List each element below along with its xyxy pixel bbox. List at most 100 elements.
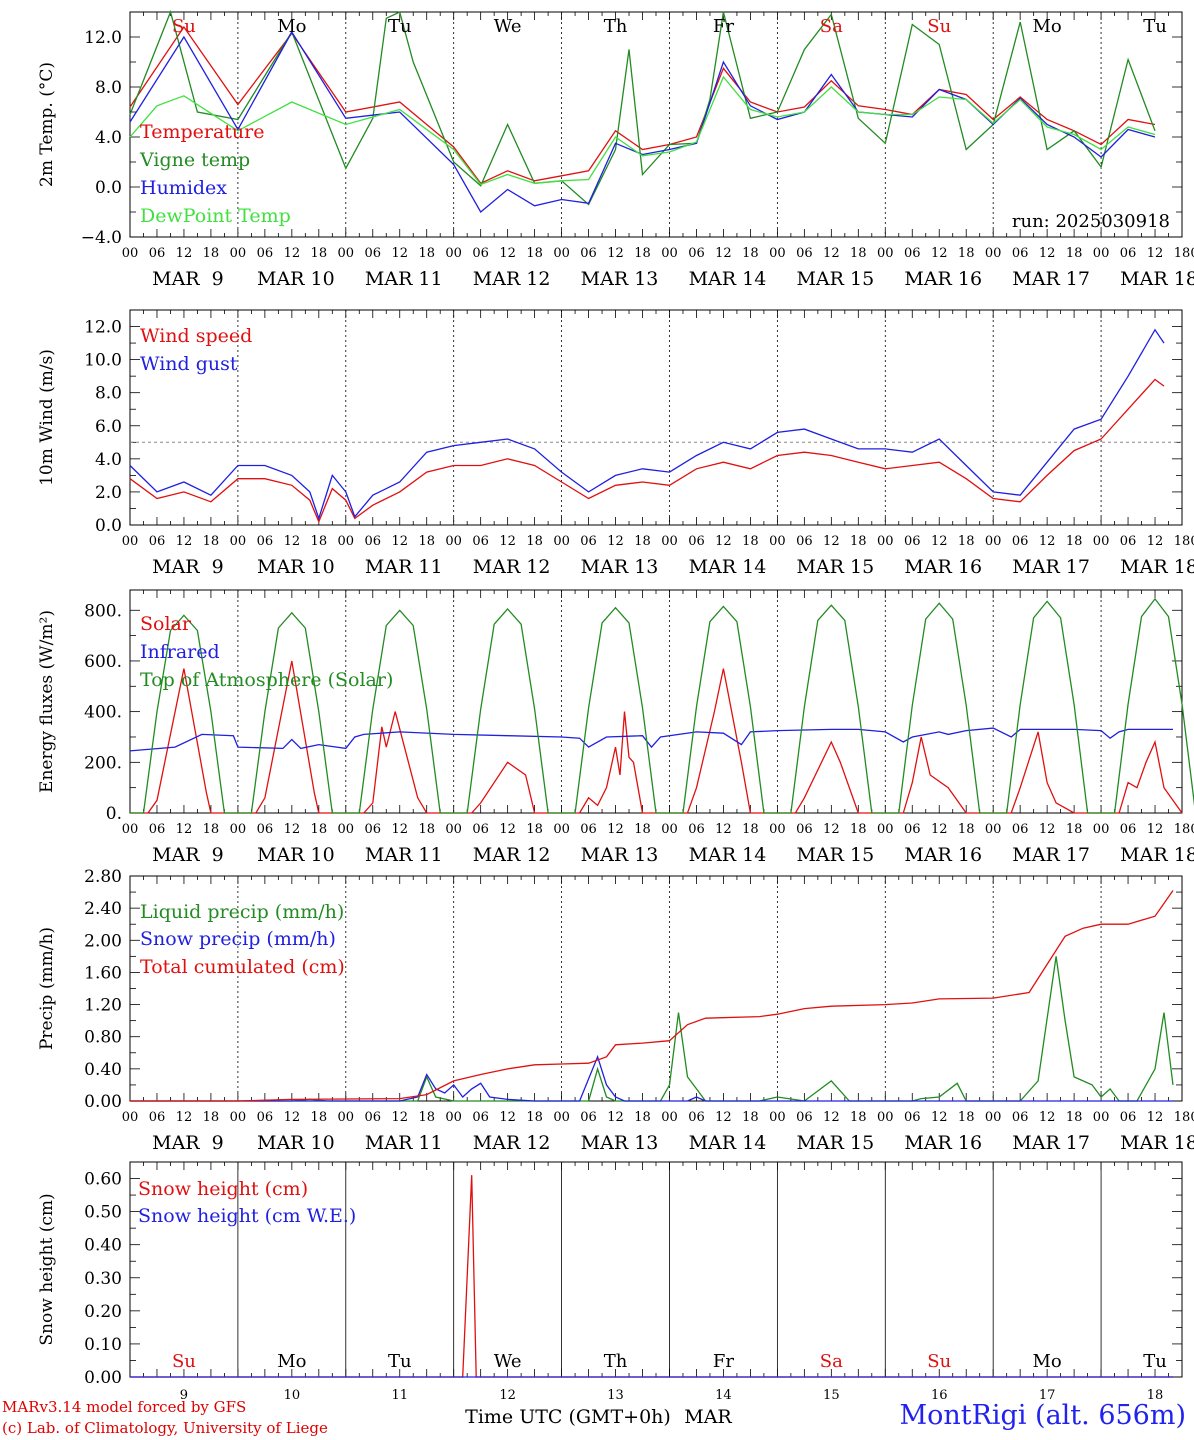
hour-label: 12 [931,534,948,549]
date-label: MAR 18 [1120,556,1194,578]
series-line [129,25,1156,185]
date-label: MAR 13 [581,844,659,866]
hour-label: 00 [1190,534,1194,549]
date-label: MAR 10 [257,268,335,290]
hour-label: 18 [1066,534,1083,549]
day-label: Su [172,1351,196,1372]
day-number-label: 13 [607,1388,624,1403]
day-number-label: 17 [1039,1388,1056,1403]
legend-entry: Temperature [140,121,264,143]
hour-label: 12 [391,246,408,261]
hour-label: 06 [472,534,489,549]
hour-label: 00 [230,1110,247,1125]
hour-label: 00 [445,246,462,261]
series-line [129,328,1165,521]
hour-label: 06 [257,246,274,261]
hour-label: 18 [311,822,328,837]
date-label: MAR 11 [365,268,443,290]
hour-label: 18 [418,1110,435,1125]
date-label: MAR 12 [473,1132,551,1154]
day-label: Mo [1032,16,1061,37]
hour-label: 12 [823,1110,840,1125]
hour-label: 18 [958,534,975,549]
hour-label: 18 [203,246,220,261]
hour-label: 00 [553,822,570,837]
y-tick-label: 0.00 [84,1368,122,1388]
y-axis-label: 2m Temp. (°C) [37,62,57,187]
hour-label: 18 [526,1110,543,1125]
series-line [129,30,1156,213]
hour-label: 00 [1093,246,1110,261]
day-label: Su [927,16,951,37]
hour-label: 12 [823,534,840,549]
hour-label: 12 [607,822,624,837]
hour-label: 00 [877,822,894,837]
hour-label: 00 [338,246,355,261]
hour-label: 18 [1066,246,1083,261]
hour-label: 18 [742,534,759,549]
hour-label: 18 [526,822,543,837]
hour-label: 06 [364,822,381,837]
hour-label: 06 [796,822,813,837]
day-label: Tu [1143,16,1167,37]
hour-label: 18 [1066,1110,1083,1125]
date-label: MAR 11 [365,556,443,578]
hour-label: 12 [499,246,516,261]
date-label: MAR 10 [257,556,335,578]
y-tick-label: 0.40 [84,1236,122,1256]
hour-label: 06 [364,1110,381,1125]
hour-label: 00 [661,1110,678,1125]
legend-entry: Wind speed [140,325,252,347]
y-tick-label: 200. [84,753,122,773]
day-label: Su [172,16,196,37]
hour-label: 12 [823,822,840,837]
hour-label: 18 [958,246,975,261]
hour-label: 06 [904,246,921,261]
day-number-label: 16 [931,1388,948,1403]
day-number-label: 10 [284,1388,301,1403]
hour-label: 06 [1012,246,1029,261]
date-label: MAR 18 [1120,844,1194,866]
hour-label: 00 [122,822,139,837]
run-label: run: 2025030918 [1012,211,1170,232]
hour-label: 06 [1120,1110,1137,1125]
hour-label: 00 [445,1110,462,1125]
hour-label: 12 [1147,534,1164,549]
date-label: MAR 14 [689,268,767,290]
y-tick-label: 800. [84,601,122,621]
y-tick-label: 0.20 [84,1302,122,1322]
date-label: MAR 9 [152,844,224,866]
hour-label: 12 [391,534,408,549]
y-tick-label: 0.80 [84,1028,122,1048]
hour-label: 18 [1174,534,1191,549]
hour-label: 06 [580,534,597,549]
hour-label: 00 [445,534,462,549]
y-tick-label: 6.0 [95,417,122,437]
date-label: MAR 16 [904,1132,982,1154]
hour-label: 06 [1120,246,1137,261]
hour-label: 12 [1039,822,1056,837]
y-tick-label: 2.0 [95,483,122,503]
date-label: MAR 12 [473,268,551,290]
day-label: Su [927,1351,951,1372]
hour-label: 18 [418,822,435,837]
hour-label: 18 [1174,1110,1191,1125]
x-axis-label: Time UTC (GMT+0h) [465,1406,671,1428]
day-label: Mo [277,1351,306,1372]
date-label: MAR 17 [1012,556,1090,578]
hour-label: 06 [796,246,813,261]
hour-label: 18 [203,1110,220,1125]
hour-label: 12 [607,534,624,549]
hour-label: 18 [742,246,759,261]
hour-label: 12 [176,534,193,549]
hour-label: 00 [769,1110,786,1125]
hour-label: 12 [284,246,301,261]
hour-label: 00 [553,534,570,549]
hour-label: 18 [634,534,651,549]
hour-label: 06 [580,246,597,261]
date-label: MAR 14 [689,1132,767,1154]
day-number-label: 9 [180,1388,188,1403]
hour-label: 18 [850,1110,867,1125]
hour-label: 06 [257,822,274,837]
hour-label: 00 [445,822,462,837]
